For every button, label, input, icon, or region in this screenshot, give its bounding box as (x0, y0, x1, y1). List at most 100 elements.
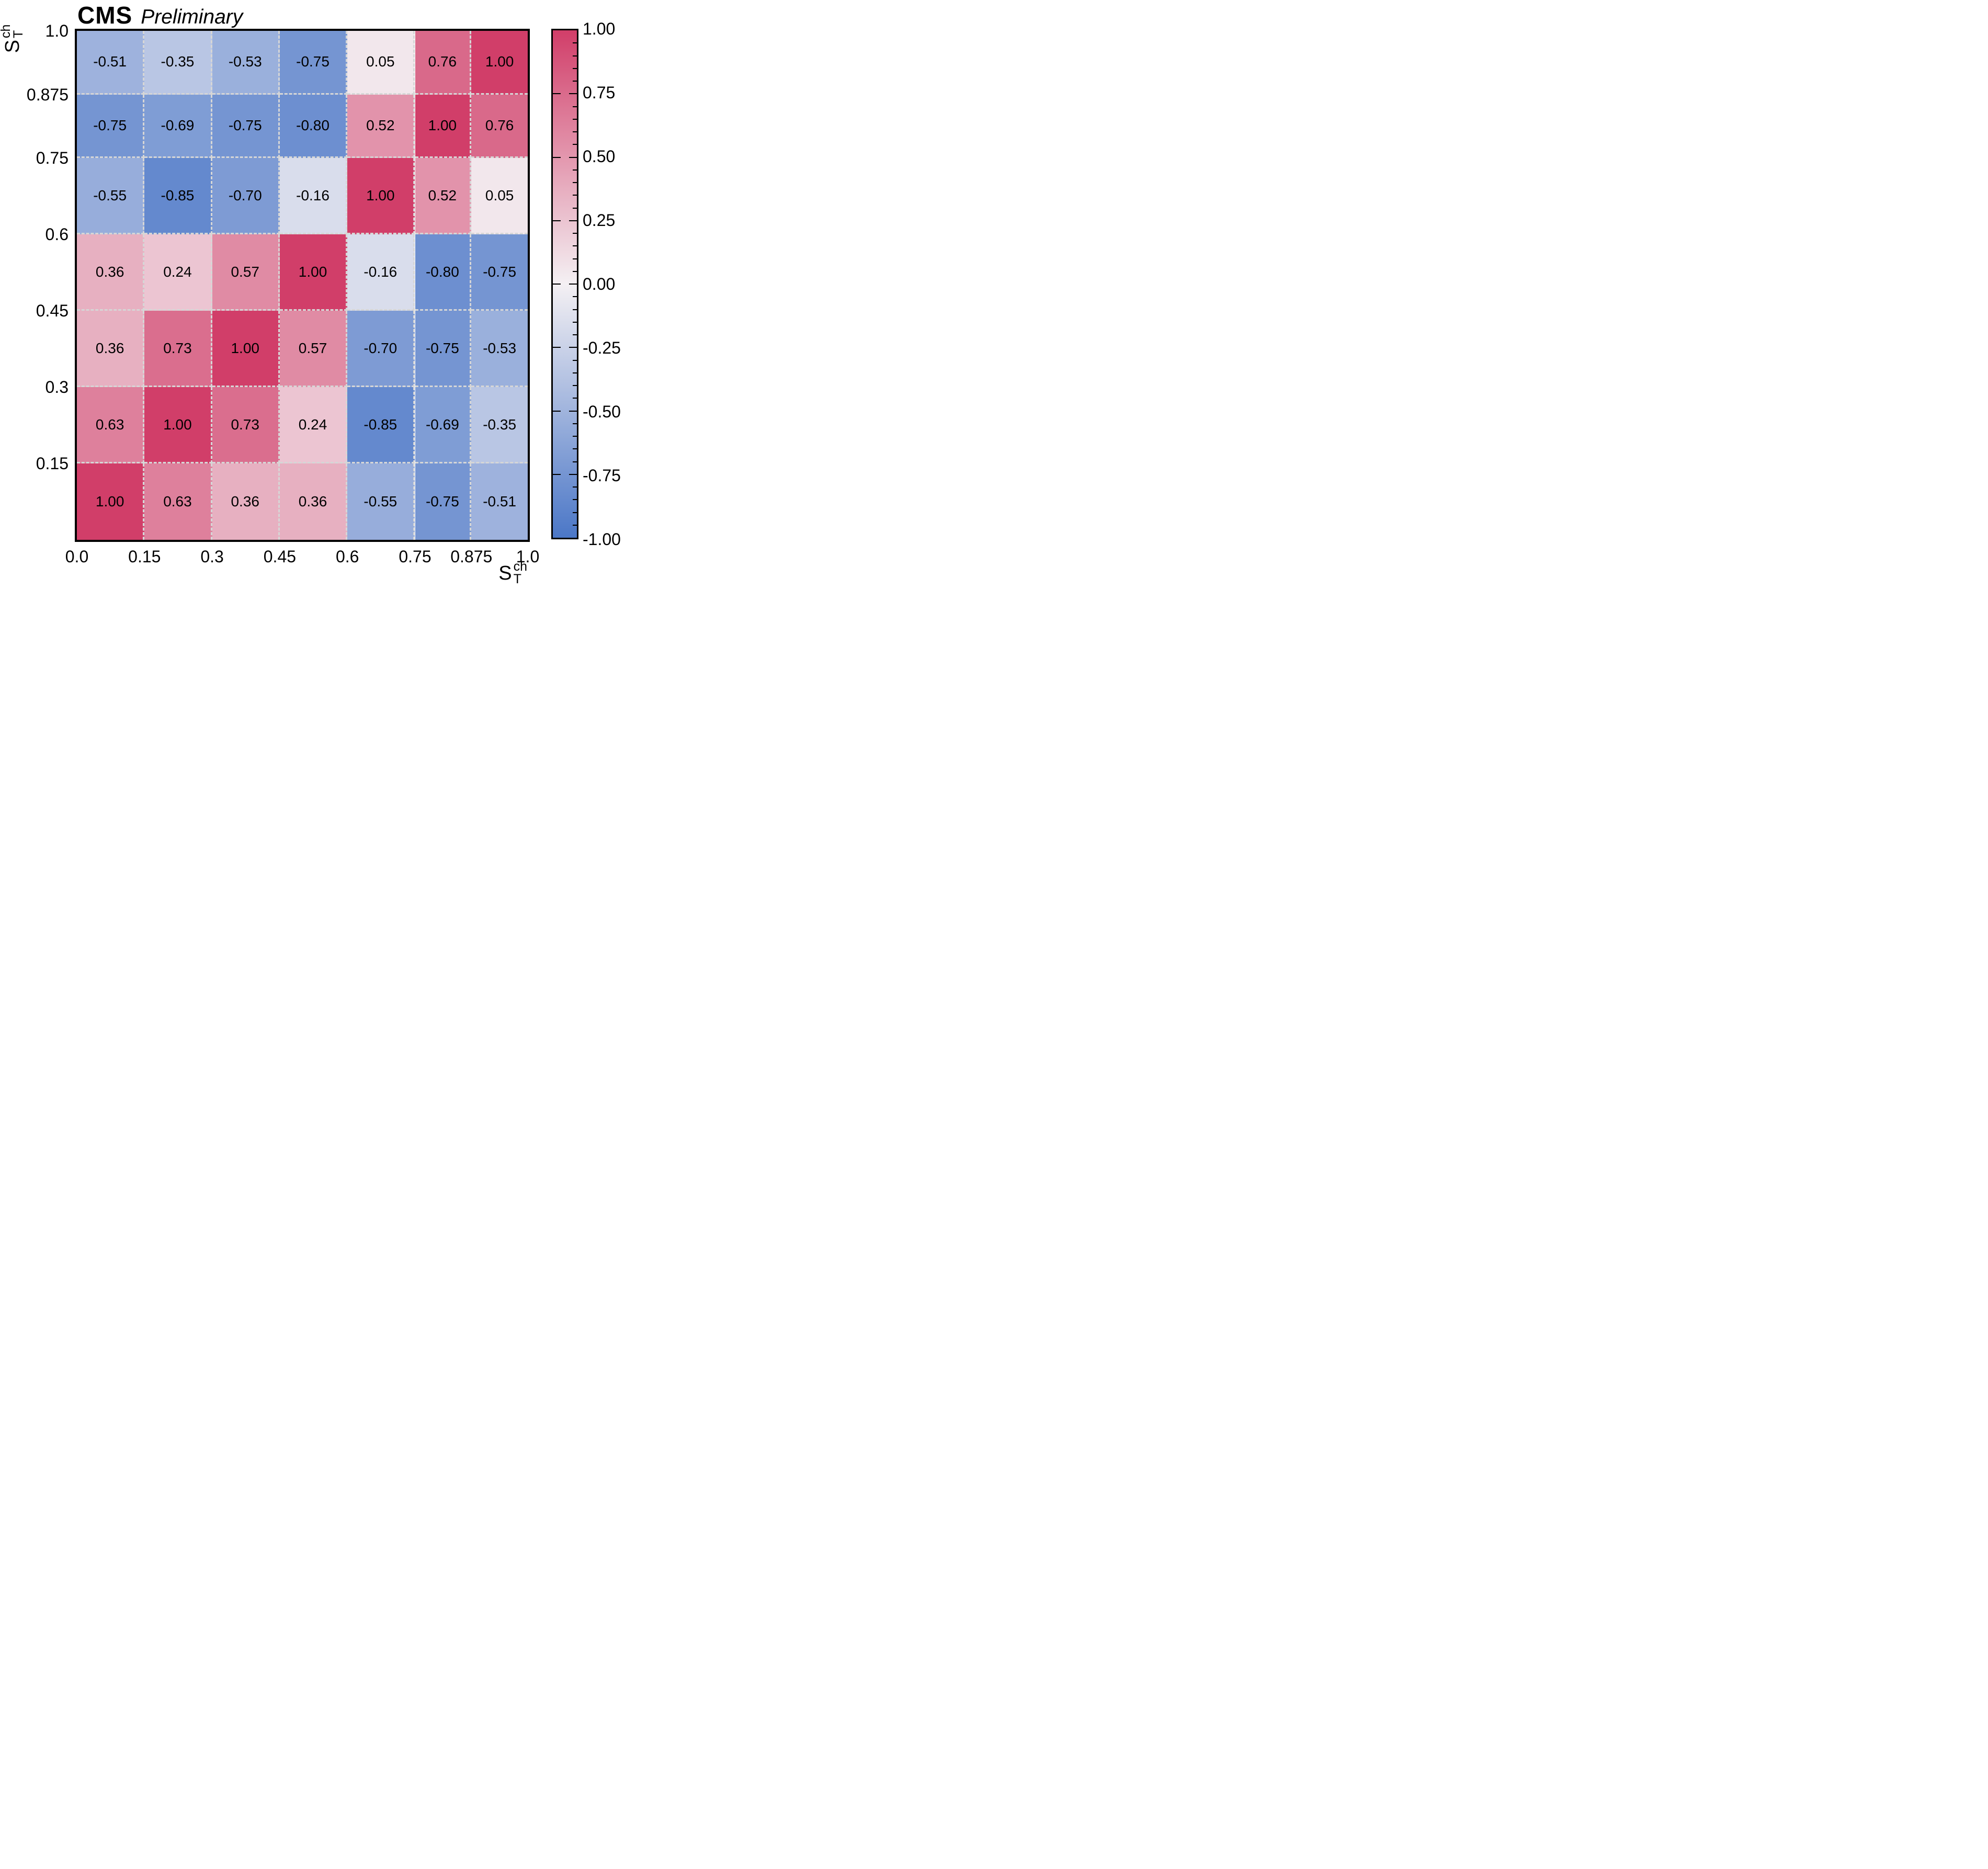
x-axis-tick-label: 0.15 (128, 547, 161, 566)
y-axis-tick-label: 0.6 (45, 225, 69, 244)
cell-value-label: 1.00 (163, 416, 192, 433)
heatmap-cell: 1.00 (471, 31, 528, 95)
x-axis-tick-label: 0.3 (200, 547, 224, 566)
cell-value-label: 0.63 (95, 416, 124, 433)
colorbar-tick (569, 93, 577, 95)
heatmap-cell: 0.05 (471, 158, 528, 235)
colorbar-tick (573, 118, 577, 120)
heatmap-cell: -0.85 (347, 387, 415, 464)
y-axis-tick-label: 0.3 (45, 378, 69, 397)
heatmap-cell: -0.80 (279, 94, 348, 158)
cell-value-label: 0.36 (95, 263, 124, 280)
colorbar-tick (573, 207, 577, 209)
colorbar-tick (573, 448, 577, 450)
cell-value-label: 0.36 (298, 493, 327, 510)
figure-canvas: CMS Preliminary S ch T -0.51 -0.35 -0.53 -0… (0, 0, 628, 590)
colorbar-tick-label: -1.00 (583, 530, 621, 549)
heatmap-cell: -0.55 (347, 463, 415, 540)
colorbar-tick (573, 106, 577, 107)
cell-value-label: -0.80 (296, 117, 330, 133)
cell-value-label: -0.16 (296, 187, 330, 203)
x-axis-tick-label: 1.0 (516, 547, 540, 566)
heatmap-cell: 0.36 (279, 463, 348, 540)
preliminary-label: Preliminary (141, 6, 243, 28)
cell-value-label: 1.00 (485, 53, 514, 70)
heatmap-cell: -0.75 (77, 94, 145, 158)
heatmap-cell: 0.57 (279, 311, 348, 388)
cell-value-label: 1.00 (428, 117, 457, 133)
cell-value-label: 0.36 (95, 339, 124, 356)
cell-value-label: -0.69 (425, 416, 459, 433)
colorbar-tick (573, 499, 577, 501)
x-axis-title: S ch T (498, 559, 527, 586)
cell-value-label: -0.70 (363, 339, 397, 356)
heatmap-cell: 0.73 (144, 311, 212, 388)
colorbar-tick (573, 385, 577, 386)
colorbar-tick (569, 347, 577, 348)
y-axis-tick-label: 1.0 (45, 21, 69, 40)
cell-value-label: 1.00 (95, 493, 124, 510)
colorbar-tick (573, 372, 577, 373)
cell-value-label: -0.75 (483, 263, 517, 280)
heatmap-cell: -0.70 (212, 158, 280, 235)
heatmap-cell: 0.36 (212, 463, 280, 540)
cell-value-label: -0.69 (161, 117, 195, 133)
colorbar-tick (573, 512, 577, 513)
heatmap-grid: -0.51 -0.35 -0.53 -0.75 0.05 0.76 1.00 -0.75 -0.… (77, 31, 528, 540)
x-axis-tick-label: 0.45 (263, 547, 297, 566)
heatmap-cell: -0.53 (212, 31, 280, 95)
heatmap-cell: -0.51 (77, 31, 145, 95)
cell-value-label: 0.57 (298, 339, 327, 356)
colorbar-tick (573, 296, 577, 298)
colorbar-tick (553, 473, 561, 475)
heatmap-cell: -0.55 (77, 158, 145, 235)
colorbar-tick (573, 144, 577, 145)
colorbar-tick (573, 461, 577, 462)
cell-value-label: -0.75 (425, 493, 459, 510)
colorbar-tick (553, 347, 561, 348)
heatmap-cell: 1.00 (77, 463, 145, 540)
heatmap-cell: 0.24 (144, 234, 212, 311)
heatmap-cell: -0.35 (471, 387, 528, 464)
cell-value-label: -0.75 (228, 117, 262, 133)
heatmap-cell: 1.00 (144, 387, 212, 464)
heatmap-cell: 1.00 (347, 158, 415, 235)
colorbar-tick (573, 359, 577, 361)
colorbar-tick-label: -0.25 (583, 338, 621, 357)
x-axis-symbol: S ch T (498, 559, 527, 586)
heatmap-cell: 0.63 (77, 387, 145, 464)
cell-value-label: -0.75 (296, 53, 330, 70)
colorbar-tick (573, 436, 577, 437)
colorbar-tick-label: 0.75 (583, 83, 616, 102)
page-title: CMS Preliminary (77, 1, 243, 29)
colorbar-tick (573, 486, 577, 488)
cell-value-label: 0.36 (231, 493, 259, 510)
colorbar-tick (569, 220, 577, 221)
cell-value-label: -0.55 (93, 187, 127, 203)
colorbar-tick (573, 195, 577, 196)
cell-value-label: -0.53 (228, 53, 262, 70)
cell-value-label: 0.73 (163, 339, 192, 356)
cell-value-label: -0.53 (483, 339, 517, 356)
cell-value-label: 1.00 (366, 187, 395, 203)
colorbar-tick (573, 398, 577, 399)
cell-value-label: 0.76 (428, 53, 457, 70)
heatmap-cell: 1.00 (415, 94, 472, 158)
colorbar-tick-label: -0.75 (583, 466, 621, 485)
cell-value-label: 1.00 (298, 263, 327, 280)
y-axis-tick-label: 0.75 (36, 149, 69, 168)
heatmap-cell: 0.05 (347, 31, 415, 95)
x-axis-tick-label: 0.6 (335, 547, 359, 566)
colorbar-tick (569, 284, 577, 285)
heatmap-cell: 0.36 (77, 311, 145, 388)
colorbar-tick-label: -0.50 (583, 402, 621, 421)
colorbar-tick (573, 258, 577, 259)
heatmap-cell: -0.70 (347, 311, 415, 388)
heatmap-cell: -0.75 (471, 234, 528, 311)
cell-value-label: 0.57 (231, 263, 259, 280)
cell-value-label: -0.75 (425, 339, 459, 356)
heatmap-cell: 0.76 (471, 94, 528, 158)
colorbar-tick (573, 245, 577, 247)
cell-value-label: -0.85 (161, 187, 195, 203)
colorbar-tick (573, 131, 577, 132)
